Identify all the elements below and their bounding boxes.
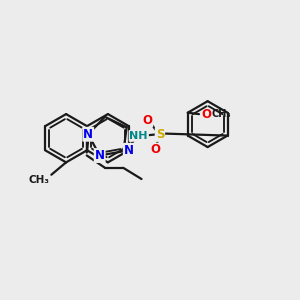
Text: NH: NH [130,131,148,141]
Text: S: S [156,128,164,141]
Text: CH₃: CH₃ [29,175,50,185]
Text: N: N [83,128,93,141]
Text: O: O [142,114,153,127]
Text: CH₃: CH₃ [211,109,231,118]
Text: N: N [95,149,105,162]
Text: N: N [124,144,134,157]
Text: O: O [201,108,211,121]
Text: O: O [151,143,160,156]
